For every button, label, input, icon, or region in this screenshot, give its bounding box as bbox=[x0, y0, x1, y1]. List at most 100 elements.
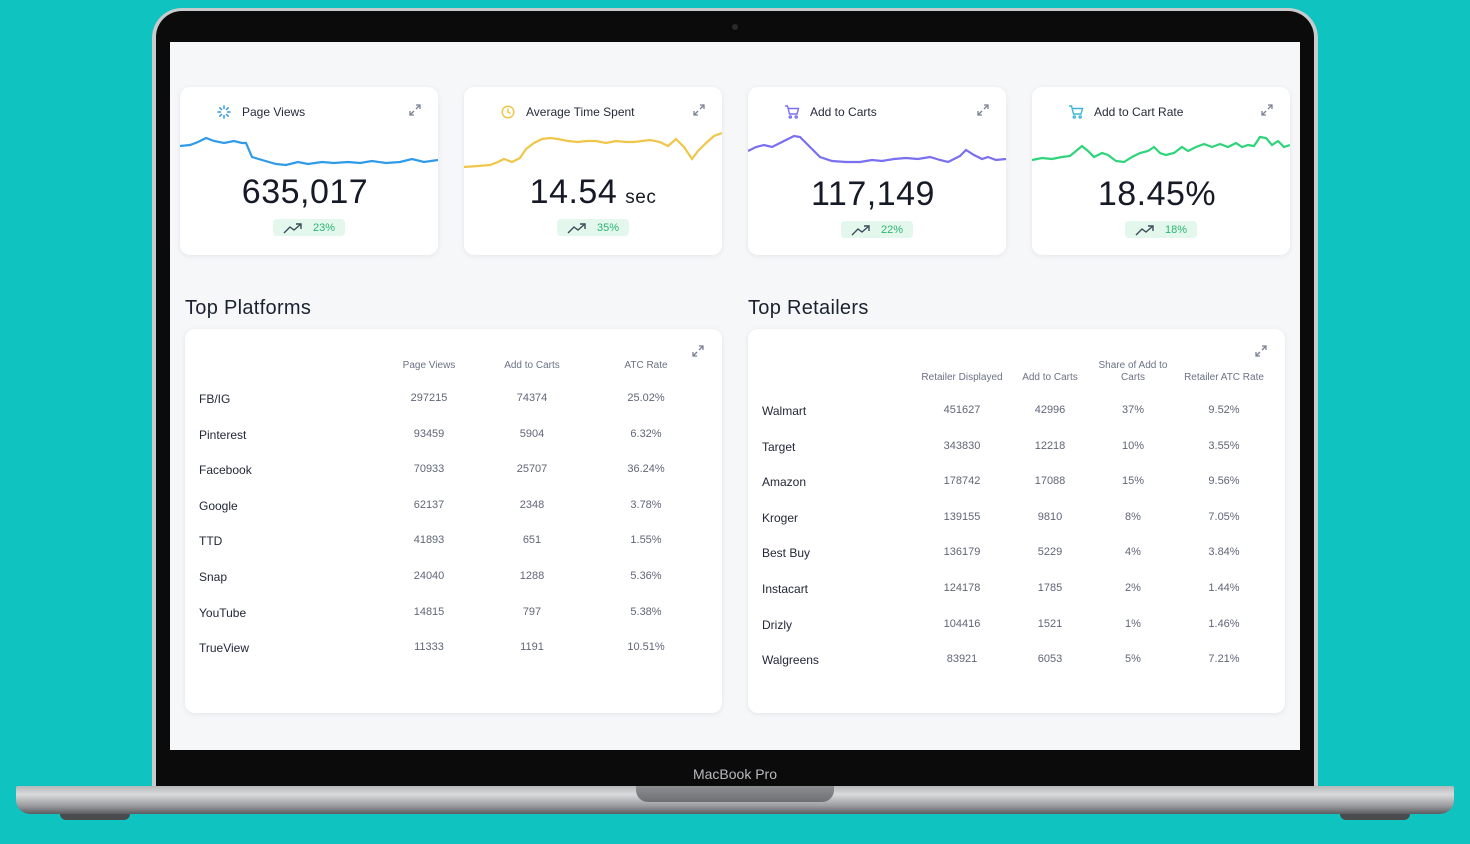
table-cell: 42996 bbox=[1034, 404, 1066, 416]
table-cell: 41893 bbox=[413, 534, 445, 547]
table-cell: 83921 bbox=[946, 653, 978, 666]
trending-up-icon bbox=[1135, 224, 1154, 235]
change-badge: 22% bbox=[841, 221, 913, 238]
table-row[interactable]: YouTube 14815 797 5.38% bbox=[185, 606, 722, 626]
sparkline-average-time-spent bbox=[464, 131, 722, 169]
laptop-foot bbox=[60, 814, 130, 820]
table-cell: 343830 bbox=[943, 439, 981, 452]
table-cell: 2% bbox=[1125, 582, 1141, 594]
table-cell: 5904 bbox=[519, 427, 545, 440]
table-cell: 14815 bbox=[413, 605, 445, 618]
table-row[interactable]: Best Buy 136179 5229 4% 3.84% bbox=[748, 546, 1285, 566]
row-label: Kroger bbox=[762, 510, 799, 525]
row-label: Walmart bbox=[762, 404, 807, 418]
table-row[interactable]: Snap 24040 1288 5.36% bbox=[185, 570, 722, 590]
expand-icon[interactable] bbox=[976, 103, 990, 117]
table-cell: 9.56% bbox=[1208, 475, 1240, 488]
loader-icon bbox=[216, 104, 232, 120]
table-row[interactable]: Drizly 104416 1521 1% 1.46% bbox=[748, 618, 1285, 638]
row-label: YouTube bbox=[199, 605, 247, 620]
table-cell: 3.84% bbox=[1208, 546, 1240, 559]
table-cell: 104416 bbox=[943, 617, 981, 630]
cart-icon bbox=[784, 104, 800, 120]
table-cell: 74374 bbox=[516, 392, 548, 404]
column-header: Retailer ATC Rate bbox=[1184, 372, 1264, 383]
row-label: Instacart bbox=[762, 582, 809, 596]
table-cell: 1.55% bbox=[630, 534, 662, 547]
table-cell: 1521 bbox=[1037, 617, 1063, 630]
cart-icon bbox=[1068, 104, 1084, 120]
platforms-table-card: Page Views Add to Carts ATC Rate FB/IG 29… bbox=[185, 329, 722, 713]
table-row[interactable]: Kroger 139155 9810 8% 7.05% bbox=[748, 511, 1285, 531]
table-cell: 139155 bbox=[943, 510, 981, 523]
table-cell: 5.36% bbox=[630, 570, 662, 582]
kpi-value: 18.45% bbox=[1097, 175, 1217, 213]
row-label: Facebook bbox=[199, 463, 252, 478]
table-cell: 797 bbox=[522, 605, 542, 618]
laptop-notch bbox=[636, 786, 834, 802]
table-cell: 3.55% bbox=[1208, 439, 1240, 452]
kpi-value: 117,149 bbox=[811, 175, 935, 213]
kpi-card-add-to-cart-rate: Add to Cart Rate 18.45% 18% bbox=[1032, 87, 1290, 255]
expand-icon[interactable] bbox=[1260, 103, 1274, 117]
table-row[interactable]: Amazon 178742 17088 15% 9.56% bbox=[748, 475, 1285, 495]
table-row[interactable]: TTD 41893 651 1.55% bbox=[185, 534, 722, 554]
table-row[interactable]: Walmart 451627 42996 37% 9.52% bbox=[748, 404, 1285, 424]
table-cell: 2348 bbox=[519, 498, 545, 511]
expand-icon[interactable] bbox=[1254, 344, 1268, 358]
table-row[interactable]: Instacart 124178 1785 2% 1.44% bbox=[748, 582, 1285, 602]
table-cell: 136179 bbox=[943, 546, 981, 559]
table-row[interactable]: Target 343830 12218 10% 3.55% bbox=[748, 440, 1285, 460]
section-title-top-retailers: Top Retailers bbox=[748, 297, 869, 319]
table-cell: 12218 bbox=[1034, 439, 1066, 452]
table-row[interactable]: TrueView 11333 1191 10.51% bbox=[185, 641, 722, 661]
table-row[interactable]: Pinterest 93459 5904 6.32% bbox=[185, 428, 722, 448]
table-cell: 7.21% bbox=[1208, 653, 1240, 666]
row-label: TTD bbox=[199, 534, 223, 549]
table-cell: 25.02% bbox=[627, 392, 665, 404]
table-cell: 1288 bbox=[519, 570, 545, 582]
table-cell: 651 bbox=[522, 534, 542, 547]
kpi-header: Add to Cart Rate bbox=[1068, 104, 1183, 120]
row-label: Drizly bbox=[762, 617, 792, 632]
table-cell: 5% bbox=[1125, 653, 1141, 666]
row-label: Best Buy bbox=[762, 546, 811, 561]
table-row[interactable]: Walgreens 83921 6053 5% 7.21% bbox=[748, 653, 1285, 673]
change-badge: 18% bbox=[1125, 221, 1197, 238]
trending-up-icon bbox=[851, 224, 870, 235]
table-cell: 8% bbox=[1125, 510, 1141, 523]
table-row[interactable]: Facebook 70933 25707 36.24% bbox=[185, 463, 722, 483]
table-cell: 9810 bbox=[1037, 510, 1063, 523]
column-header: Share of Add to Carts bbox=[1098, 360, 1168, 383]
table-cell: 70933 bbox=[413, 463, 445, 476]
table-cell: 11333 bbox=[414, 641, 444, 654]
clock-icon bbox=[500, 104, 516, 120]
sparkline-page-views bbox=[180, 136, 438, 167]
table-cell: 1.46% bbox=[1208, 617, 1240, 630]
kpi-value: 14.54 sec bbox=[529, 173, 657, 211]
kpi-header: Add to Carts bbox=[784, 104, 877, 120]
table-cell: 6053 bbox=[1037, 653, 1063, 666]
table-row[interactable]: Google 62137 2348 3.78% bbox=[185, 499, 722, 519]
column-header: Add to Carts bbox=[1022, 372, 1078, 383]
table-cell: 178742 bbox=[943, 475, 981, 488]
table-row[interactable]: FB/IG 297215 74374 25.02% bbox=[185, 392, 722, 412]
kpi-card-page-views: Page Views 635,017 23% bbox=[180, 87, 438, 255]
table-cell: 25707 bbox=[516, 463, 548, 476]
sparkline-add-to-carts bbox=[748, 134, 1006, 164]
row-label: Google bbox=[199, 498, 238, 513]
expand-icon[interactable] bbox=[408, 103, 422, 117]
expand-icon[interactable] bbox=[691, 344, 705, 358]
retailers-table-card: Retailer Displayed Add to Carts Share of… bbox=[748, 329, 1285, 713]
table-cell: 4% bbox=[1125, 546, 1141, 559]
row-label: TrueView bbox=[199, 641, 250, 656]
dashboard-screen: Page Views 635,017 23% Average Time Spen… bbox=[170, 42, 1300, 750]
expand-icon[interactable] bbox=[692, 103, 706, 117]
table-cell: 1785 bbox=[1037, 582, 1063, 594]
table-cell: 93459 bbox=[413, 427, 445, 440]
sparkline-add-to-cart-rate bbox=[1032, 135, 1290, 164]
row-label: FB/IG bbox=[199, 392, 231, 406]
kpi-title: Average Time Spent bbox=[526, 105, 635, 119]
kpi-card-add-to-carts: Add to Carts 117,149 22% bbox=[748, 87, 1006, 255]
change-badge: 35% bbox=[557, 219, 629, 236]
